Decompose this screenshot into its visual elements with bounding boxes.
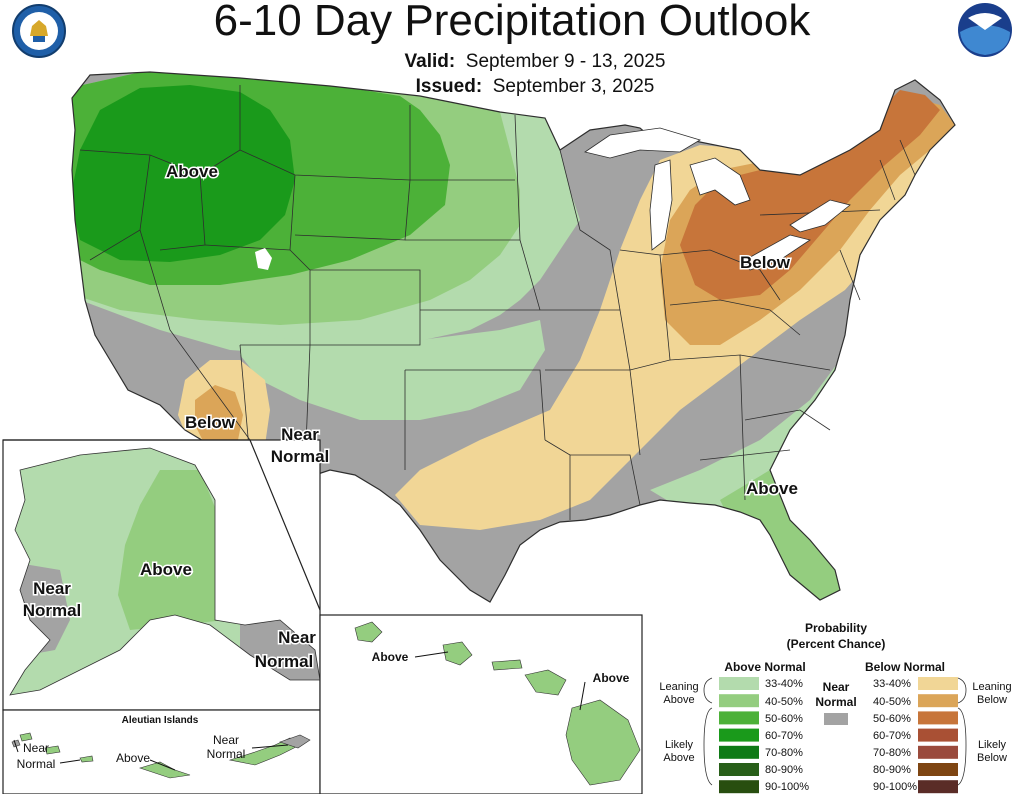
label-se-above: Above: [746, 479, 798, 498]
oahu: [442, 641, 473, 666]
below-range-5: 80-90%: [873, 764, 911, 776]
legend: Probability (Percent Chance) Above Norma…: [659, 621, 1012, 794]
valid-line: Valid: September 9 - 13, 2025: [0, 51, 1024, 73]
above-range-3: 60-70%: [765, 730, 803, 742]
label-aleutian-near-w-1: Near: [23, 741, 49, 755]
label-hawaii-above-w: Above: [372, 650, 409, 664]
label-ne-below: Below: [740, 253, 791, 272]
above-range-6: 90-100%: [765, 781, 809, 793]
doc-seal-icon: [12, 4, 66, 58]
below-swatch-2: [918, 711, 958, 725]
alaska-inset: [2, 439, 321, 711]
kauai: [354, 621, 383, 643]
below-swatch-5: [918, 763, 958, 776]
above-60-70-zone: [72, 85, 295, 262]
below-range-4: 70-80%: [873, 747, 911, 759]
below-swatch-1: [918, 694, 958, 708]
below-range-1: 40-50%: [873, 696, 911, 708]
label-aleutian-near-w-2: Normal: [17, 757, 56, 771]
issued-value: September 3, 2025: [492, 76, 655, 97]
legend-above-header: Above Normal: [724, 660, 805, 674]
leaning-above-line2: Above: [663, 694, 694, 706]
great-lakes: [584, 127, 851, 271]
below-swatch-6: [918, 780, 958, 794]
likely-below-line2: Below: [977, 752, 1007, 764]
above-swatch-0: [719, 677, 759, 690]
molokai: [491, 659, 523, 671]
label-ak-above: Above: [140, 560, 192, 579]
below-40-50-sw-zone: [195, 385, 243, 452]
below-range-3: 60-70%: [873, 730, 911, 742]
above-swatch-2: [719, 711, 759, 725]
label-aleutian-near-e-2: Normal: [207, 747, 246, 761]
ak-above-40-50-zone: [118, 470, 225, 630]
label-sw-near-2: Normal: [271, 447, 330, 466]
legend-title-line2: (Percent Chance): [787, 637, 886, 651]
leaning-below-line2: Below: [977, 694, 1007, 706]
legend-near-line1: Near: [823, 680, 850, 694]
label-sw-near-1: Near: [281, 425, 319, 444]
below-swatch-0: [918, 677, 958, 690]
issued-label: Issued:: [415, 76, 483, 97]
legend-title-line1: Probability: [805, 621, 867, 635]
state-borders: [79, 85, 916, 520]
label-aleutian-near-e-1: Near: [213, 733, 239, 747]
page-title: 6-10 Day Precipitation Outlook: [213, 0, 811, 45]
big-island: [565, 699, 641, 786]
below-range-0: 33-40%: [873, 678, 911, 690]
label-ak-near-w-2: Normal: [23, 601, 82, 620]
leaning-below-line1: Leaning: [972, 681, 1011, 693]
below-swatch-4: [918, 745, 958, 759]
aleutian-inset: [2, 709, 321, 794]
leaning-above-line1: Leaning: [659, 681, 698, 693]
above-swatch-1: [719, 694, 759, 708]
great-salt-lake: [255, 248, 272, 270]
above-range-1: 40-50%: [765, 696, 803, 708]
above-range-4: 70-80%: [765, 747, 803, 759]
label-ak-near-se-1: Near: [278, 628, 316, 647]
label-aleutian-above: Above: [116, 751, 150, 765]
below-50-60-east-zone: [680, 90, 940, 300]
likely-above-line2: Above: [663, 752, 694, 764]
label-nw-above: Above: [166, 162, 218, 181]
valid-label: Valid:: [404, 51, 456, 72]
label-ak-near-w-1: Near: [33, 579, 71, 598]
above-swatches: [719, 677, 759, 794]
below-range-2: 50-60%: [873, 713, 911, 725]
noaa-logo-icon: [958, 3, 1012, 57]
valid-value: September 9 - 13, 2025: [465, 51, 666, 72]
above-swatch-6: [719, 780, 759, 794]
label-sw-below: Below: [185, 413, 236, 432]
label-hawaii-above-e: Above: [593, 671, 630, 685]
legend-below-header: Below Normal: [865, 660, 945, 674]
issued-line: Issued: September 3, 2025: [0, 76, 1024, 98]
near-normal-swatch: [824, 713, 848, 725]
legend-near-line2: Normal: [815, 695, 856, 709]
maui: [524, 669, 567, 696]
below-swatch-3: [918, 728, 958, 742]
above-range-2: 50-60%: [765, 713, 803, 725]
likely-below-line1: Likely: [978, 739, 1007, 751]
likely-above-line1: Likely: [665, 739, 694, 751]
above-range-5: 80-90%: [765, 764, 803, 776]
above-swatch-3: [719, 728, 759, 742]
above-swatch-5: [719, 763, 759, 776]
hawaii-inset: [319, 614, 643, 794]
label-aleutian-title: Aleutian Islands: [122, 715, 199, 726]
above-range-0: 33-40%: [765, 678, 803, 690]
above-swatch-4: [719, 745, 759, 759]
label-ak-near-se-2: Normal: [255, 652, 314, 671]
below-swatches: [918, 677, 958, 794]
below-range-6: 90-100%: [873, 781, 917, 793]
